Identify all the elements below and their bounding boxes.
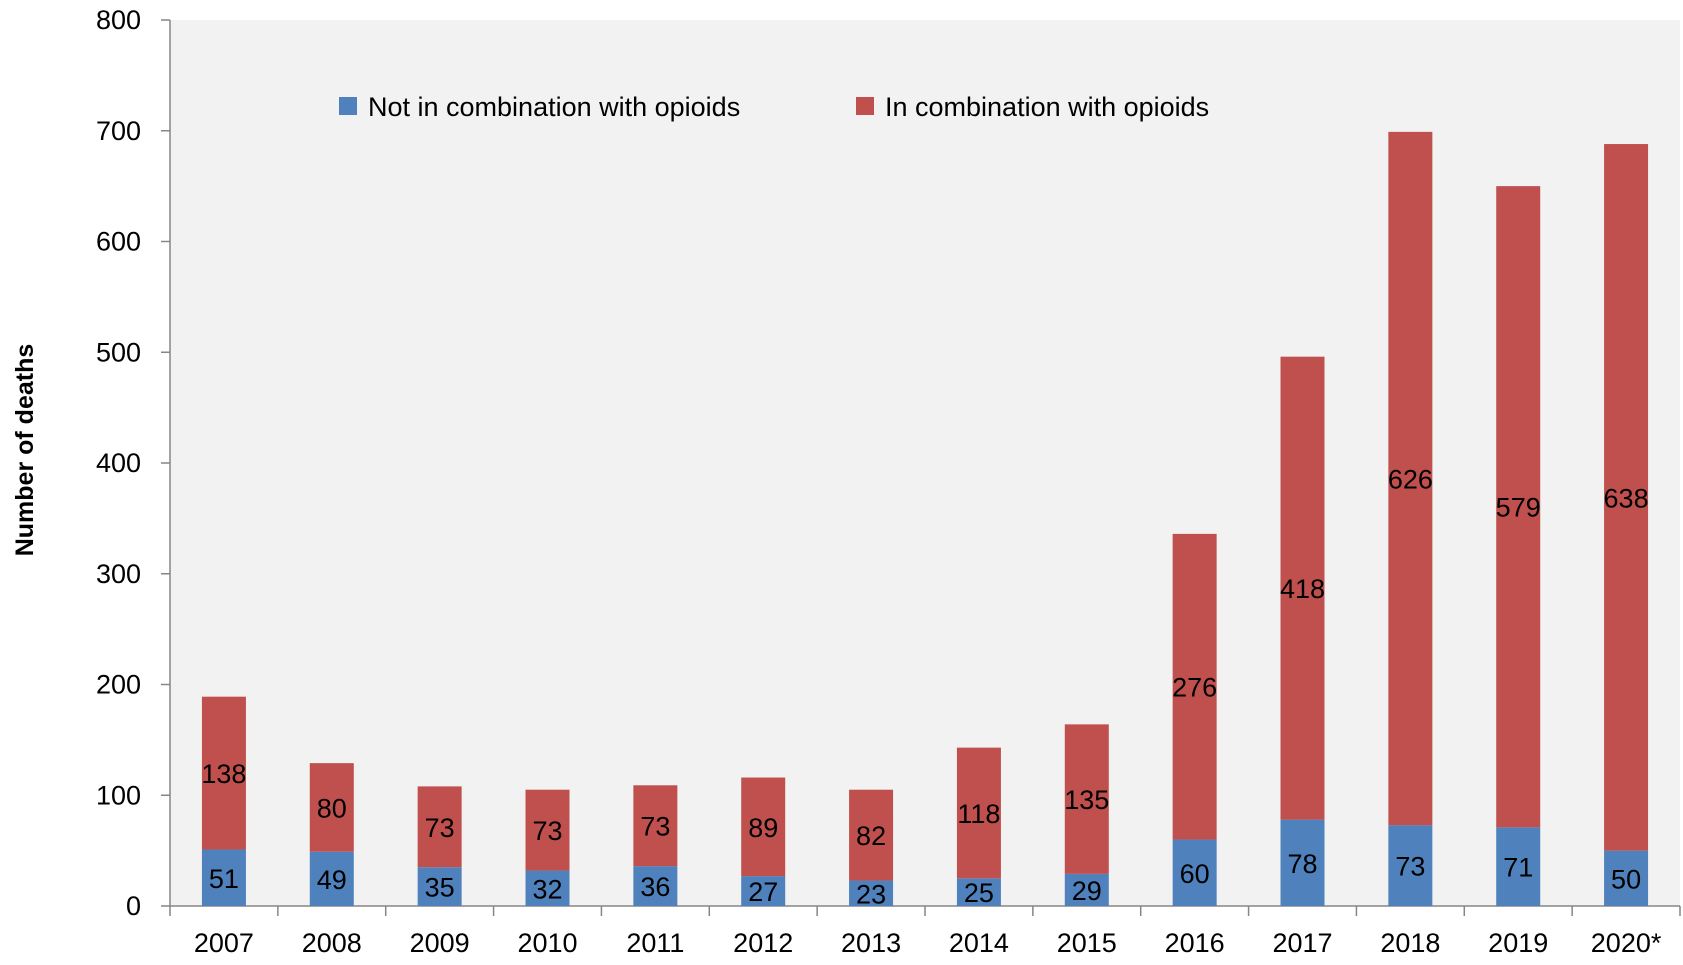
x-tick-label: 2007 — [194, 928, 254, 958]
legend-swatch-not-combined — [339, 97, 357, 115]
bar-not-combined-2016 — [1172, 839, 1217, 906]
data-label-not-combined-2015: 29 — [1072, 876, 1102, 906]
y-axis-title: Number of deaths — [11, 344, 39, 557]
x-tick-label: 2019 — [1488, 928, 1548, 958]
data-label-not-combined-2007: 51 — [209, 864, 239, 894]
bar-combined-2012 — [741, 777, 786, 877]
x-tick-label: 2014 — [949, 928, 1009, 958]
bar-combined-2020* — [1604, 144, 1649, 851]
bar-not-combined-2010 — [525, 870, 570, 906]
data-label-combined-2019: 579 — [1496, 493, 1541, 523]
bar-combined-2017 — [1280, 356, 1325, 820]
data-label-combined-2011: 73 — [640, 812, 670, 842]
bar-combined-2007 — [201, 696, 246, 850]
bar-not-combined-2009 — [417, 867, 462, 906]
data-label-combined-2008: 80 — [317, 793, 347, 823]
bar-combined-2011 — [633, 785, 678, 867]
bar-combined-2019 — [1496, 186, 1541, 828]
y-tick-label: 800 — [96, 5, 141, 35]
bar-not-combined-2020* — [1604, 850, 1649, 906]
y-axis: 0 100 200 300 400 500 600 700 800 — [96, 5, 171, 921]
data-label-combined-2016: 276 — [1172, 673, 1217, 703]
data-label-not-combined-2011: 36 — [640, 872, 670, 902]
bars — [201, 131, 1649, 906]
data-label-not-combined-2012: 27 — [748, 877, 778, 907]
data-label-not-combined-2019: 71 — [1503, 853, 1533, 883]
x-tick-label: 2017 — [1272, 928, 1332, 958]
bar-combined-2013 — [849, 789, 894, 881]
data-label-combined-2007: 138 — [201, 759, 246, 789]
bar-not-combined-2014 — [956, 878, 1001, 906]
legend-label-combined: In combination with opioids — [885, 92, 1209, 122]
plot-area — [170, 20, 1680, 906]
data-label-not-combined-2020*: 50 — [1611, 864, 1641, 894]
x-tick-label: 2016 — [1165, 928, 1225, 958]
data-labels: 51 138 49 80 35 73 32 73 36 73 27 89 23 82 25 118 29 135 6… — [201, 465, 1648, 910]
data-label-combined-2014: 118 — [957, 799, 1000, 829]
bar-not-combined-2013 — [849, 880, 894, 906]
x-tick-label: 2020* — [1591, 928, 1662, 958]
x-tick-label: 2010 — [517, 928, 577, 958]
data-label-combined-2010: 73 — [532, 816, 562, 846]
data-label-combined-2020*: 638 — [1604, 483, 1649, 513]
bar-combined-2009 — [417, 786, 462, 868]
x-tick-label: 2012 — [733, 928, 793, 958]
bar-combined-2010 — [525, 789, 570, 871]
data-label-not-combined-2014: 25 — [964, 878, 994, 908]
bar-not-combined-2008 — [309, 851, 354, 906]
data-label-not-combined-2013: 23 — [856, 879, 886, 909]
y-tick-label: 0 — [126, 891, 141, 921]
x-tick-label: 2009 — [410, 928, 470, 958]
data-label-combined-2009: 73 — [425, 813, 455, 843]
data-label-combined-2018: 626 — [1388, 465, 1433, 495]
x-tick-label: 2013 — [841, 928, 901, 958]
data-label-not-combined-2010: 32 — [532, 874, 562, 904]
y-tick-label: 200 — [96, 670, 141, 700]
bar-not-combined-2019 — [1496, 827, 1541, 906]
x-tick-label: 2018 — [1380, 928, 1440, 958]
bar-not-combined-2017 — [1280, 819, 1325, 906]
y-tick-label: 700 — [96, 116, 141, 146]
x-tick-label: 2011 — [626, 928, 684, 958]
bar-combined-2015 — [1064, 724, 1109, 874]
data-label-combined-2015: 135 — [1064, 785, 1109, 815]
y-tick-label: 300 — [96, 559, 141, 589]
data-label-combined-2013: 82 — [856, 821, 886, 851]
bar-combined-2016 — [1172, 533, 1217, 840]
legend-swatch-combined — [856, 97, 874, 115]
data-label-not-combined-2017: 78 — [1287, 849, 1317, 879]
bar-not-combined-2011 — [633, 866, 678, 906]
legend: Not in combination with opioids In combi… — [339, 92, 1209, 122]
y-tick-label: 400 — [96, 448, 141, 478]
x-tick-label: 2008 — [302, 928, 362, 958]
bar-combined-2008 — [309, 763, 354, 852]
data-label-not-combined-2016: 60 — [1180, 859, 1210, 889]
y-tick-label: 600 — [96, 227, 141, 257]
y-tick-label: 500 — [96, 337, 141, 367]
bar-not-combined-2007 — [201, 849, 246, 906]
y-tick-label: 100 — [96, 780, 141, 810]
data-label-combined-2012: 89 — [748, 813, 778, 843]
data-label-not-combined-2008: 49 — [317, 865, 347, 895]
x-tick-label: 2015 — [1057, 928, 1117, 958]
data-label-not-combined-2018: 73 — [1395, 852, 1425, 882]
x-axis: 2007 2008 2009 2010 2011 2012 2013 2014 2015 2016… — [169, 905, 1681, 958]
bar-not-combined-2018 — [1388, 825, 1433, 906]
data-label-not-combined-2009: 35 — [425, 873, 455, 903]
bar-not-combined-2015 — [1064, 873, 1109, 906]
bar-not-combined-2012 — [741, 876, 786, 906]
bar-combined-2018 — [1388, 131, 1433, 826]
data-label-combined-2017: 418 — [1280, 574, 1325, 604]
legend-label-not-combined: Not in combination with opioids — [368, 92, 740, 122]
bar-combined-2014 — [956, 747, 1001, 879]
